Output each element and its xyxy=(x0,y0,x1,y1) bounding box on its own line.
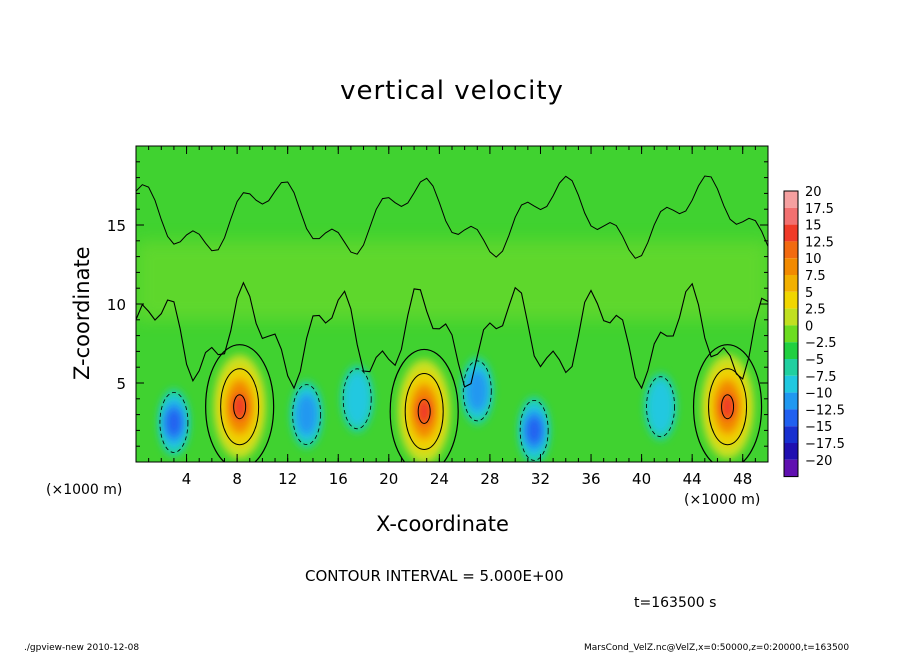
velocity-cell-1 xyxy=(398,359,451,462)
colorbar-label-11: −7.5 xyxy=(805,370,837,385)
colorbar-label-8: 0 xyxy=(805,319,813,334)
colorbar-label-2: 15 xyxy=(805,219,822,234)
y-axis-label: Z-coordinate xyxy=(70,246,94,380)
colorbar-swatch-1 xyxy=(784,207,798,225)
colorbar-label-7: 2.5 xyxy=(805,303,826,318)
chart-title: vertical velocity xyxy=(340,76,564,106)
velocity-cell-8 xyxy=(644,372,677,441)
footer-right: MarsCond_VelZ.nc@VelZ,x=0:50000,z=0:2000… xyxy=(584,643,850,653)
x-unit-right: (×1000 m) xyxy=(684,492,761,508)
velocity-cell-0 xyxy=(213,354,266,459)
colorbar-swatch-13 xyxy=(784,409,798,427)
contour-outer-0 xyxy=(205,344,275,462)
contour-neg-4 xyxy=(292,384,322,446)
x-tick-label-28: 28 xyxy=(480,470,499,488)
x-tick-label-12: 12 xyxy=(278,470,297,488)
contour-outer-2 xyxy=(692,344,763,462)
x-axis-ticks: 4 8 12 16 20 24 28 32 36 40 44 48 xyxy=(135,146,769,488)
x-tick-label-16: 16 xyxy=(329,470,348,488)
velocity-cell-7 xyxy=(518,396,551,462)
x-tick-label-44: 44 xyxy=(683,470,702,488)
colorbar-frame xyxy=(783,190,799,478)
contour-neg-6 xyxy=(462,360,492,422)
zero-contour xyxy=(136,281,768,390)
x-tick-label-8: 8 xyxy=(232,470,242,488)
colorbar-label-16: −20 xyxy=(805,454,832,469)
colorbar-label-13: −12.5 xyxy=(805,403,845,418)
colorbar-label-12: −10 xyxy=(805,387,832,402)
footer-left: ./gpview-new 2010-12-08 xyxy=(24,643,140,653)
colorbar-swatch-10 xyxy=(784,359,798,376)
contour-mid-1 xyxy=(404,372,444,450)
contour-neg-3 xyxy=(159,392,189,453)
colorbar-swatch-9 xyxy=(784,342,798,359)
x-tick-label-24: 24 xyxy=(430,470,449,488)
x-tick-label-48: 48 xyxy=(733,470,752,488)
colorbar-swatch-11 xyxy=(784,375,798,393)
colorbar-label-4: 10 xyxy=(805,252,822,267)
velocity-cell-4 xyxy=(290,380,323,449)
contour-mid-2 xyxy=(708,368,748,446)
colorbar-swatch-6 xyxy=(784,291,798,309)
colorbar-label-0: 20 xyxy=(805,185,822,200)
colorbar-swatch-7 xyxy=(784,308,798,326)
y-tick-label-10: 10 xyxy=(107,296,126,314)
y-tick-label-5: 5 xyxy=(116,375,126,393)
colorbar-label-15: −17.5 xyxy=(805,437,845,452)
colorbar-swatch-15 xyxy=(784,443,798,460)
colorbar-swatch-3 xyxy=(784,241,798,259)
upper-contour xyxy=(136,175,768,259)
colorbar-label-6: 5 xyxy=(805,286,813,301)
velocity-cell-6 xyxy=(461,356,494,425)
x-tick-label-4: 4 xyxy=(182,470,192,488)
contour-neg-8 xyxy=(646,376,675,438)
contour-inner-2 xyxy=(721,394,735,420)
contour-neg-5 xyxy=(342,368,372,430)
colorbar-label-5: 7.5 xyxy=(805,269,826,284)
x-unit-left: (×1000 m) xyxy=(46,482,123,498)
colorbar-label-3: 12.5 xyxy=(805,235,834,250)
velocity-cell-2 xyxy=(701,354,754,459)
colorbar-label-1: 17.5 xyxy=(805,202,834,217)
field-band xyxy=(136,240,768,320)
x-tick-label-32: 32 xyxy=(531,470,550,488)
contour-inner-0 xyxy=(233,394,247,420)
velocity-cell-5 xyxy=(341,364,374,433)
contour-mid-0 xyxy=(220,368,260,446)
contour-inner-1 xyxy=(417,398,431,424)
colorbar-swatch-12 xyxy=(784,392,798,410)
colorbar-label-10: −5 xyxy=(805,353,824,368)
colorbar-swatch-8 xyxy=(784,325,798,343)
velocity-field xyxy=(136,146,768,462)
colorbar-swatch-2 xyxy=(784,224,798,242)
contour-interval-note: CONTOUR INTERVAL = 5.000E+00 xyxy=(305,567,564,585)
colorbar-swatch-5 xyxy=(784,275,798,292)
x-axis-label: X-coordinate xyxy=(376,512,509,536)
time-label: t=163500 s xyxy=(634,595,717,611)
colorbar-swatch-4 xyxy=(784,258,798,275)
x-tick-label-40: 40 xyxy=(632,470,651,488)
x-tick-label-36: 36 xyxy=(581,470,600,488)
colorbar-label-14: −15 xyxy=(805,420,832,435)
velocity-cell-3 xyxy=(157,388,190,457)
colorbar-label-9: −2.5 xyxy=(805,336,837,351)
y-tick-label-15: 15 xyxy=(107,217,126,235)
colorbar-swatch-16 xyxy=(784,459,798,477)
colorbar-swatch-0 xyxy=(784,191,798,208)
contour-neg-7 xyxy=(519,399,549,461)
contour-lines xyxy=(136,175,768,462)
y-axis-ticks: 5 10 15 xyxy=(107,145,768,463)
x-tick-label-20: 20 xyxy=(379,470,398,488)
contour-outer-1 xyxy=(389,348,459,462)
colorbar-swatch-14 xyxy=(784,426,798,443)
